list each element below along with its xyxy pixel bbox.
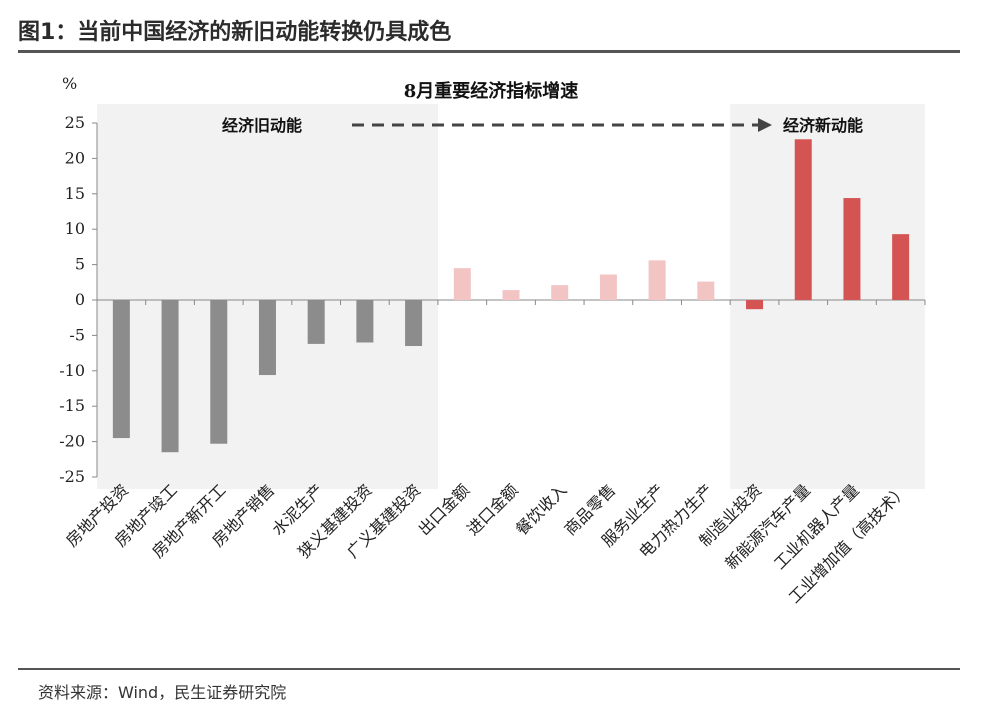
bar-进口金额	[502, 290, 520, 300]
new-momentum-label: 经济新动能	[783, 116, 863, 135]
source-note: 资料来源：Wind，民生证券研究院	[38, 683, 287, 702]
y-tick-label: -5	[69, 325, 85, 344]
category-label: 进口金额	[463, 480, 522, 539]
y-tick-label: 10	[65, 219, 85, 238]
y-tick-label: 20	[65, 148, 85, 167]
bar-新能源汽车产量	[794, 139, 812, 300]
y-tick-label: -10	[59, 361, 85, 380]
bar-房地产投资	[112, 300, 130, 439]
category-label: 工业机器人产量	[770, 480, 863, 573]
y-tick-label: 25	[65, 113, 85, 132]
old-momentum-shade	[97, 104, 438, 489]
y-tick-label: -25	[59, 467, 85, 486]
bar-广义基建投资	[405, 300, 423, 347]
footer-rule	[18, 668, 960, 670]
old-momentum-label: 经济旧动能	[222, 116, 302, 135]
bar-房地产新开工	[210, 300, 228, 444]
title-rule	[18, 50, 960, 53]
bar-chart: 8月重要经济指标增速%2520151050-5-10-15-20-25房地产投资…	[59, 74, 926, 607]
category-label: 餐饮收入	[512, 480, 571, 539]
y-axis-unit: %	[62, 74, 77, 93]
arrow-head-icon	[758, 118, 772, 132]
bar-出口金额	[453, 268, 471, 300]
chart-title: 8月重要经济指标增速	[404, 80, 579, 102]
category-label: 出口金额	[414, 480, 473, 539]
y-tick-label: 0	[75, 290, 85, 309]
bar-制造业投资	[746, 300, 764, 310]
bar-商品零售	[599, 274, 617, 300]
figure-title: 图1：当前中国经济的新旧动能转换仍具成色	[18, 20, 452, 45]
y-tick-label: 15	[65, 184, 85, 203]
y-tick-label: -20	[59, 432, 85, 451]
bar-服务业生产	[648, 260, 666, 300]
bar-餐饮收入	[551, 285, 569, 300]
bar-工业机器人产量	[843, 198, 861, 300]
bar-水泥生产	[307, 300, 325, 344]
bar-房地产销售	[258, 300, 276, 376]
bar-狭义基建投资	[356, 300, 374, 343]
y-tick-label: -15	[59, 396, 85, 415]
bar-电力热力生产	[697, 281, 715, 300]
bar-工业增加值（高技术）	[892, 234, 910, 300]
category-label: 新能源汽车产量	[721, 480, 814, 573]
bar-房地产竣工	[161, 300, 179, 453]
y-tick-label: 5	[75, 255, 85, 274]
